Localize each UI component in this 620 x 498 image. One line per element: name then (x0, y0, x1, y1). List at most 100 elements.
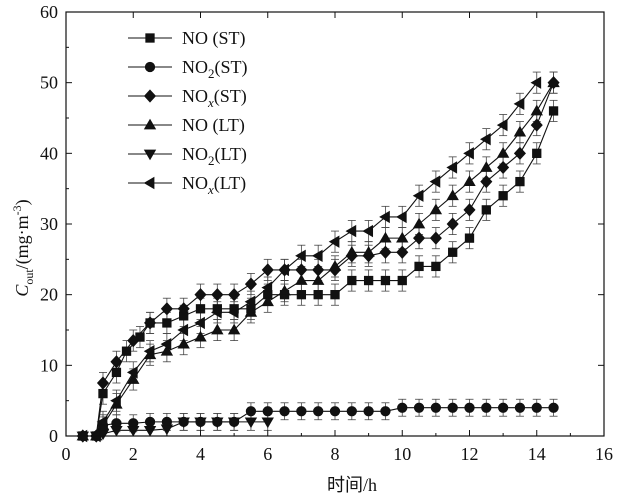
series-line (82, 82, 538, 437)
data-point (244, 306, 258, 317)
series-5 (76, 76, 542, 443)
data-point (177, 302, 190, 316)
data-point (362, 224, 374, 238)
x-tick-label: 2 (129, 444, 138, 464)
data-point (329, 406, 341, 417)
data-point (412, 217, 426, 229)
data-point (295, 274, 308, 285)
data-point (464, 402, 475, 413)
y-tick-label: 30 (40, 214, 58, 234)
data-point (497, 160, 510, 175)
data-point (532, 148, 542, 158)
data-point (480, 133, 491, 146)
data-point (446, 189, 459, 201)
data-point (328, 235, 340, 248)
data-point (379, 231, 392, 243)
y-tick-label: 60 (40, 2, 58, 22)
x-axis-label: 时间/h (327, 475, 377, 495)
data-point (463, 203, 476, 217)
data-point (448, 247, 458, 257)
data-point (278, 263, 289, 277)
data-point (227, 417, 241, 429)
data-point (194, 330, 207, 342)
legend-label: NOx(LT) (182, 173, 246, 197)
data-point (96, 415, 108, 429)
legend-label: NO (LT) (182, 115, 245, 136)
data-point (143, 345, 155, 358)
data-point (177, 417, 190, 429)
data-point (160, 424, 174, 436)
data-point (311, 274, 325, 285)
legend-entry-0: NO (ST) (128, 28, 246, 49)
data-point (312, 263, 325, 277)
data-point (295, 249, 306, 262)
data-point (244, 417, 258, 429)
legend-entry-3: NO (LT) (128, 115, 245, 136)
data-point (244, 295, 256, 308)
y-axis-label: Cout/(mg·m-3) (10, 199, 36, 296)
data-point (498, 191, 508, 201)
data-point (530, 118, 543, 132)
data-point (144, 316, 157, 330)
data-point (496, 118, 508, 132)
data-point (379, 245, 392, 259)
data-point (143, 425, 157, 437)
data-point (446, 161, 458, 174)
data-point (396, 231, 409, 243)
data-point (513, 125, 527, 137)
data-point (346, 406, 357, 417)
data-point (413, 231, 426, 245)
data-point (177, 337, 190, 349)
legend-marker (143, 118, 157, 130)
data-point (211, 306, 222, 319)
data-point (296, 290, 307, 300)
x-tick-label: 6 (263, 444, 272, 464)
data-point (211, 417, 224, 429)
data-point (211, 288, 224, 302)
data-point (429, 175, 441, 188)
data-point (144, 416, 156, 428)
data-point (395, 210, 407, 224)
data-point (227, 323, 241, 335)
axes: 0 2 4 6 8 10 12 14 16 0 10 20 30 40 50 60 (40, 2, 613, 464)
error-bars (98, 71, 558, 437)
data-point (515, 176, 525, 187)
data-point (362, 245, 375, 257)
data-point (480, 175, 493, 189)
data-point (262, 406, 273, 417)
data-point (530, 76, 542, 89)
series-layer (76, 76, 560, 443)
data-point (363, 275, 374, 286)
data-point (446, 217, 459, 231)
data-point (413, 402, 425, 413)
data-point (547, 76, 560, 88)
legend-entry-2: NOx(ST) (128, 86, 247, 110)
legend-marker (145, 33, 155, 43)
data-point (295, 263, 308, 277)
y-tick-label: 10 (40, 355, 58, 375)
y-tick-label: 40 (40, 143, 58, 163)
legend-label: NO2(ST) (182, 57, 248, 81)
data-point (228, 288, 241, 302)
axis-labels: 时间/h Cout/(mg·m-3) (10, 199, 377, 495)
data-point (412, 189, 424, 202)
data-point (430, 402, 442, 413)
data-point (261, 417, 274, 429)
data-point (347, 275, 357, 286)
legend-label: NOx(ST) (182, 86, 247, 110)
x-tick-label: 0 (62, 444, 71, 464)
data-point (414, 261, 424, 272)
data-point (397, 402, 408, 413)
data-point (463, 175, 476, 187)
data-point (261, 295, 274, 307)
data-point (160, 337, 172, 351)
data-point (464, 233, 475, 243)
data-point (110, 425, 123, 437)
x-tick-label: 10 (393, 444, 411, 464)
data-point (177, 323, 189, 337)
x-tick-label: 12 (461, 444, 479, 464)
data-point (126, 366, 138, 379)
data-point (380, 275, 391, 286)
data-point (513, 97, 525, 111)
data-point (110, 394, 121, 407)
